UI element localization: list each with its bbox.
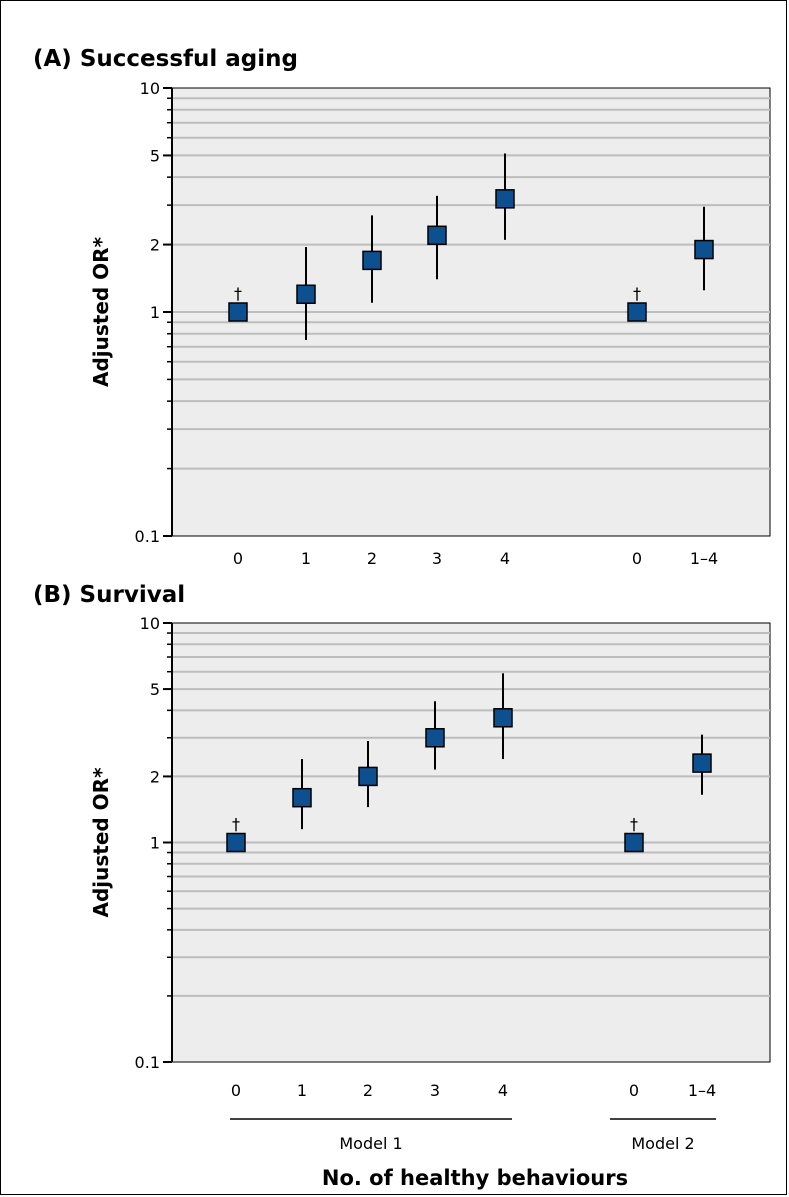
y-tick-label: 0.1 [135,1053,160,1072]
or-point-marker [627,302,647,322]
x-tick-label: 3 [432,549,442,568]
y-tick-label: 2 [150,236,160,255]
x-tick-label: 0 [632,549,642,568]
group-label: Model 2 [631,1134,694,1153]
y-tick-label: 1 [150,834,160,853]
or-point-marker [624,832,644,853]
y-tick-label: 10 [140,79,160,98]
x-tick-label: 0 [629,1081,639,1100]
panel-title: (B) Survival [33,582,185,608]
x-tick-label: 2 [363,1081,373,1100]
or-point-marker [495,189,515,209]
x-tick-label: 2 [367,549,377,568]
or-point-marker [425,728,445,748]
or-point-marker [228,302,248,322]
reference-dagger: † [234,284,242,303]
y-axis-label: Adjusted OR* [89,767,113,918]
reference-dagger: † [232,815,240,834]
x-tick-label: 1–4 [688,1081,716,1100]
reference-dagger: † [630,815,638,834]
y-tick-label: 2 [150,767,160,786]
or-point-marker [694,239,714,260]
y-tick-label: 0.1 [135,527,160,546]
x-tick-label: 4 [498,1081,508,1100]
or-point-marker [362,250,382,271]
or-point-marker [692,753,712,773]
or-point-marker [226,832,246,853]
or-point-marker [358,766,378,787]
y-tick-label: 10 [140,614,160,633]
x-tick-label: 1 [301,549,311,568]
x-tick-label: 1 [297,1081,307,1100]
or-point-marker [427,225,447,246]
y-axis-label: Adjusted OR* [89,236,113,387]
reference-dagger: † [633,284,641,303]
y-tick-label: 5 [150,146,160,165]
x-tick-label: 0 [233,549,243,568]
or-point-marker [292,787,312,808]
x-tick-label: 3 [430,1081,440,1100]
group-label: Model 1 [339,1134,402,1153]
or-point-marker [493,708,513,728]
x-tick-label: 1–4 [690,549,718,568]
x-tick-label: 0 [231,1081,241,1100]
panel-title: (A) Successful aging [33,46,298,72]
or-point-marker [296,284,316,305]
x-tick-label: 4 [500,549,510,568]
y-tick-label: 5 [150,680,160,699]
y-tick-label: 1 [150,303,160,322]
x-axis-label: No. of healthy behaviours [322,1166,628,1190]
